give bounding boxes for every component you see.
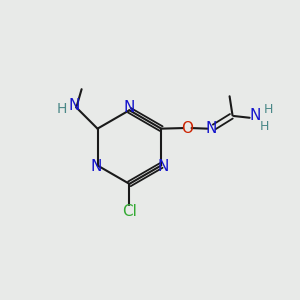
Text: N: N	[68, 98, 80, 112]
Text: H: H	[264, 103, 273, 116]
Text: N: N	[90, 159, 102, 174]
Text: N: N	[206, 121, 217, 136]
Text: H: H	[259, 120, 269, 133]
Text: N: N	[250, 108, 261, 123]
Text: N: N	[124, 100, 135, 116]
Text: O: O	[181, 121, 193, 136]
Text: H: H	[56, 102, 67, 116]
Text: Cl: Cl	[122, 204, 137, 219]
Text: N: N	[157, 159, 168, 174]
